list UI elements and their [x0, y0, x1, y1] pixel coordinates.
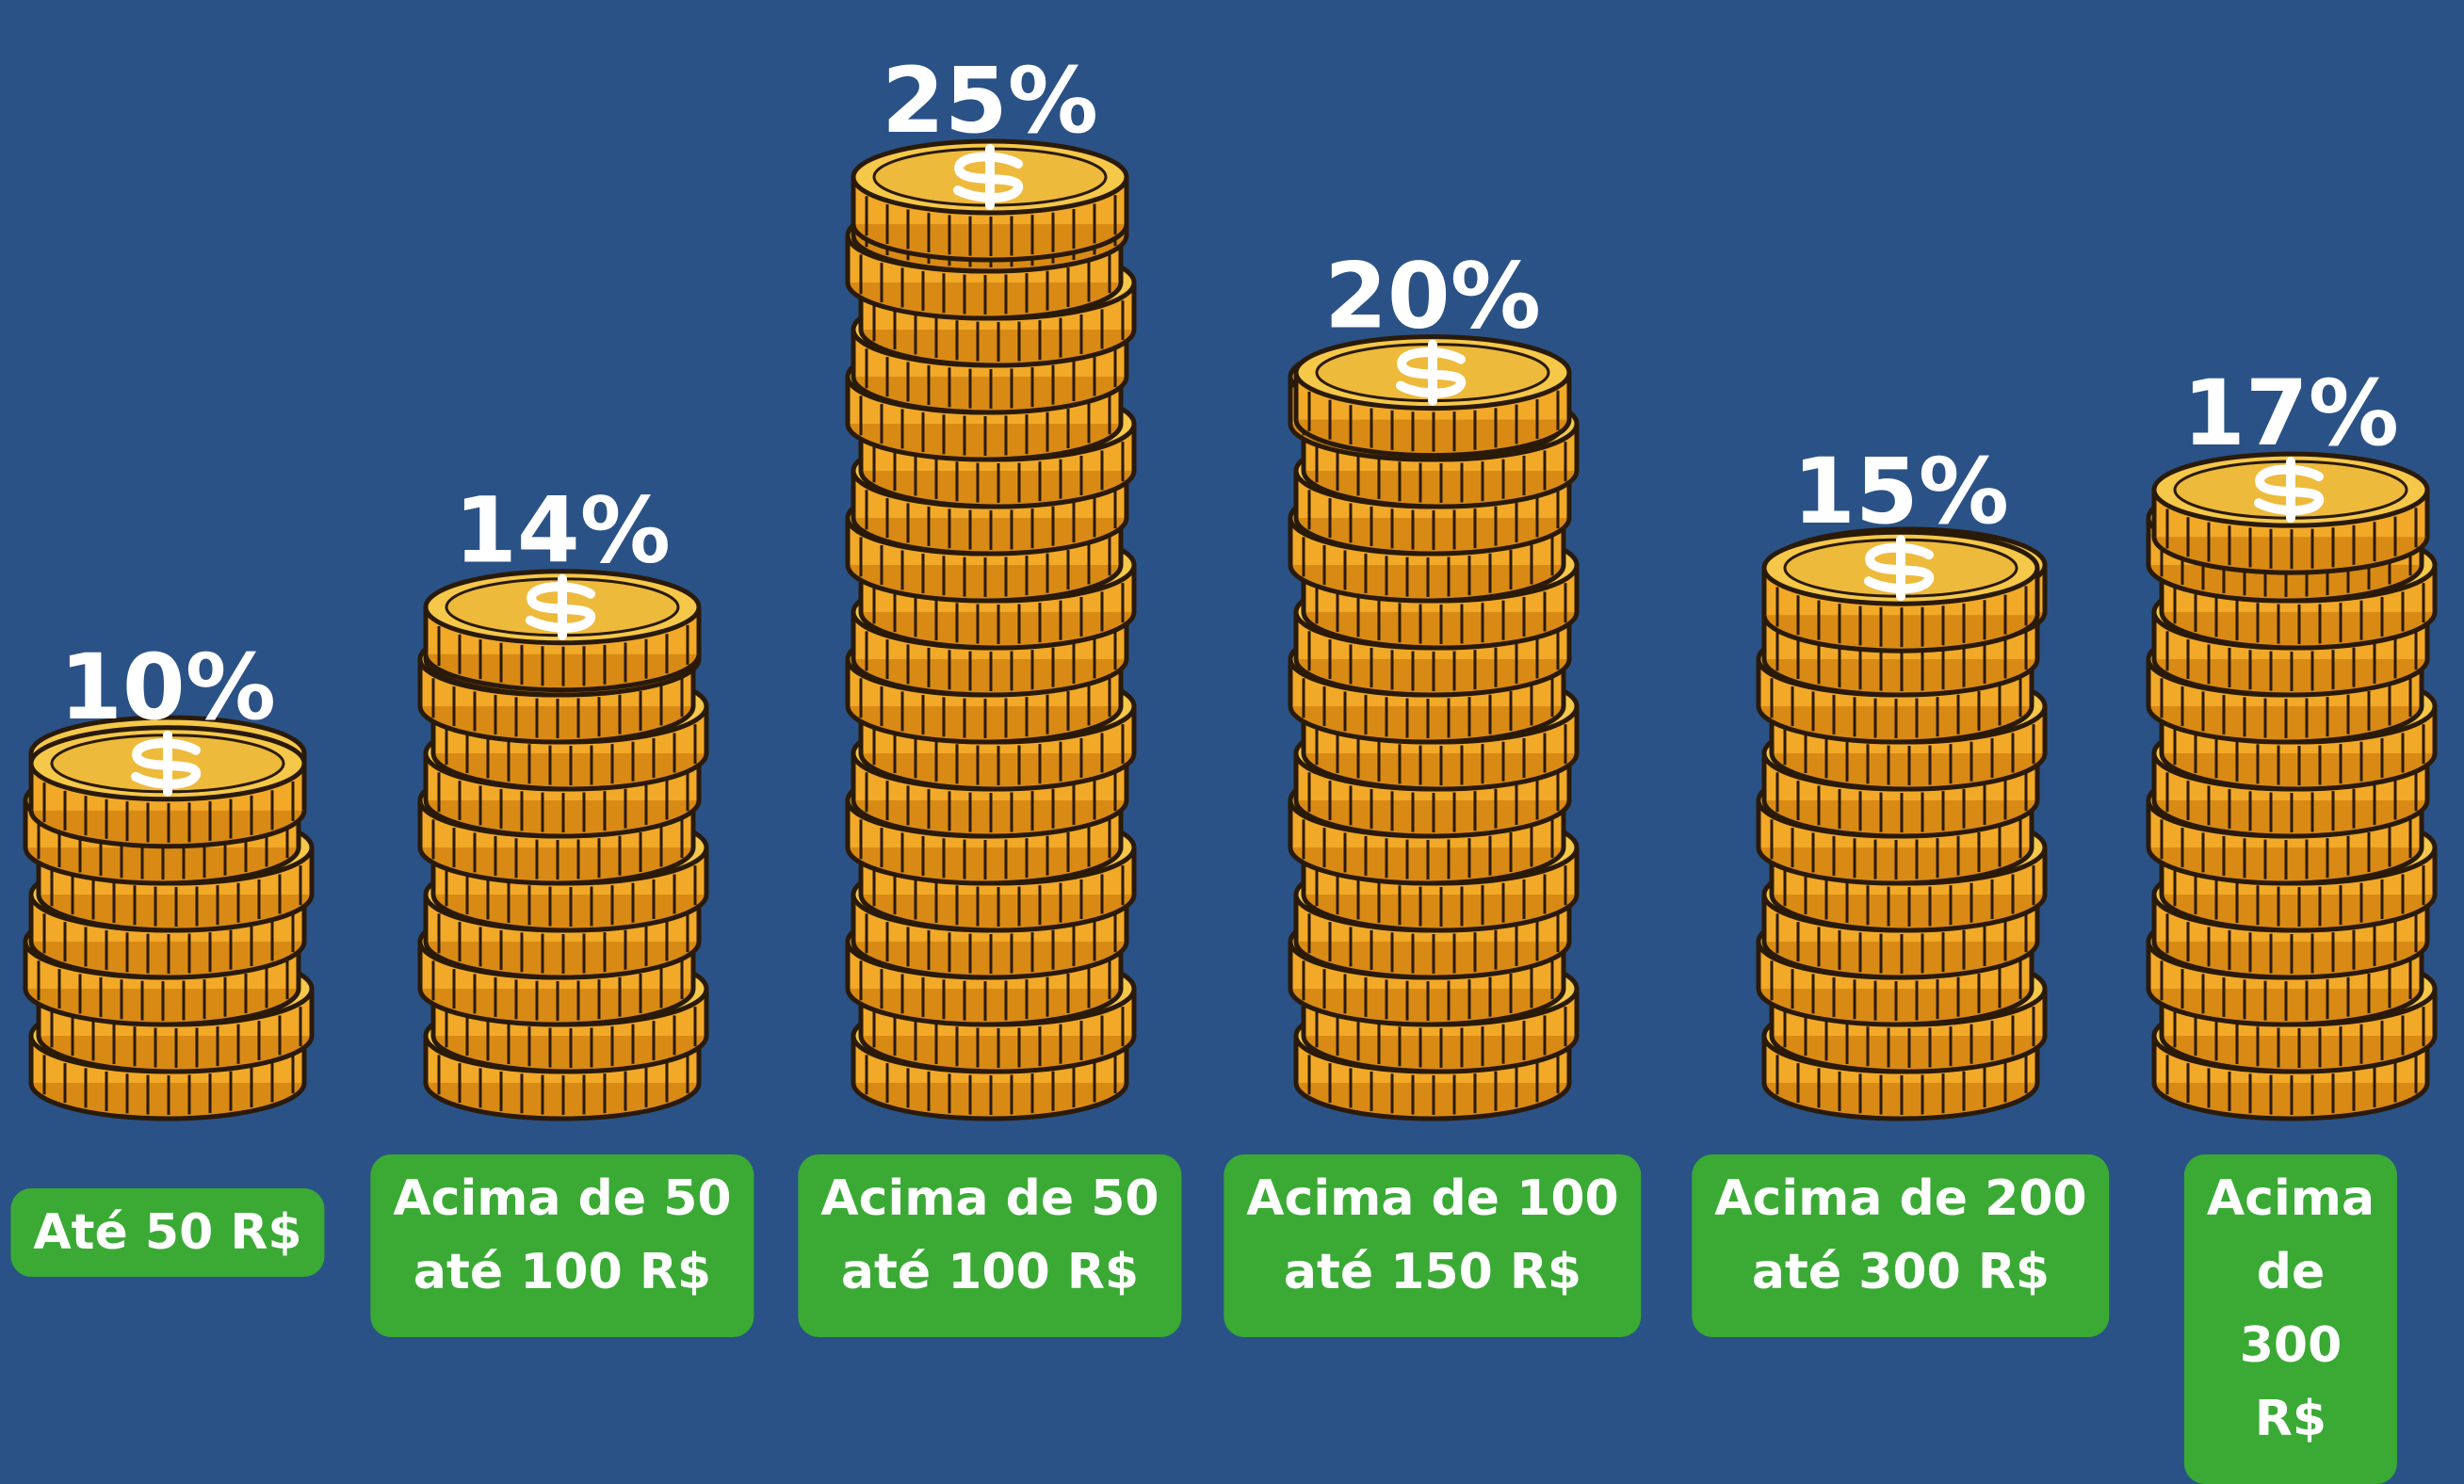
category-label: Acima de 300 R$ [2184, 1154, 2397, 1484]
dollar-icon [958, 149, 1018, 205]
coin-stack [1290, 337, 1577, 1119]
category-label: Acima de 50 até 100 R$ [798, 1154, 1181, 1337]
value-label: 17% [2182, 361, 2399, 466]
category-label: Acima de 200 até 300 R$ [1692, 1154, 2109, 1337]
coin-stack [25, 718, 312, 1119]
value-label: 15% [1792, 439, 2009, 544]
value-label: 10% [59, 635, 276, 740]
dollar-icon [1401, 345, 1461, 401]
value-label: 14% [454, 478, 671, 584]
page: 10%14%25%20%15%17% (() => { const data =… [0, 0, 2464, 1311]
dollar-icon [2259, 461, 2319, 518]
chart: 10% 14% 25% 20% 15% 17% [0, 0, 2464, 1311]
coin-stack [420, 572, 706, 1119]
category-label: Acima de 50 até 100 R$ [370, 1154, 754, 1337]
value-label: 20% [1324, 244, 1541, 349]
dollar-icon [1869, 540, 1929, 596]
coin-stack [848, 141, 1134, 1119]
category-label: Até 50 R$ [10, 1188, 324, 1277]
value-label: 25% [882, 48, 1098, 153]
category-label: Acima de 100 até 150 R$ [1224, 1154, 1641, 1337]
coin-stack [1759, 529, 2045, 1119]
coin-stack [2148, 454, 2435, 1119]
dollar-icon [136, 735, 196, 792]
dollar-icon [530, 579, 591, 636]
